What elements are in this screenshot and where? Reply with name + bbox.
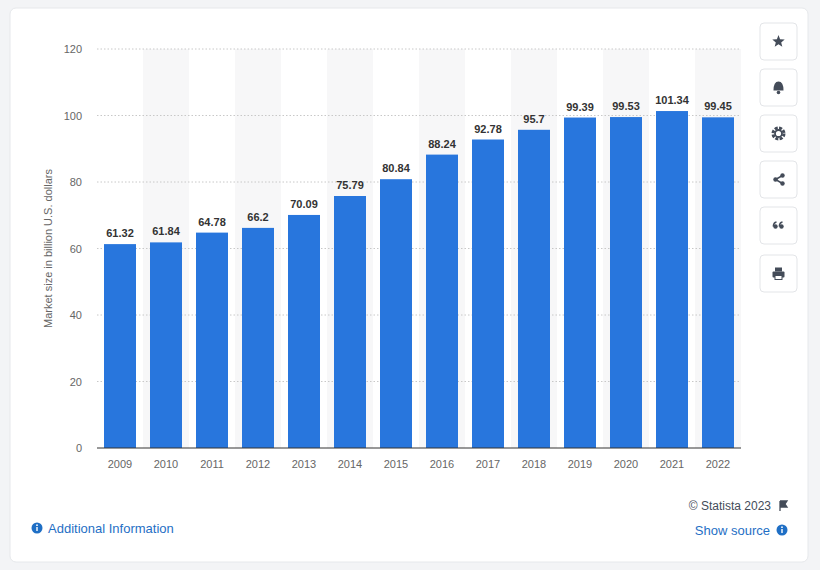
grid-line (97, 315, 741, 316)
card (10, 8, 808, 562)
data-label: 61.32 (106, 227, 134, 239)
bell-icon (774, 82, 784, 91)
data-label: 80.84 (382, 162, 410, 174)
bar (196, 233, 228, 448)
tool-button[interactable] (760, 207, 797, 244)
grid-line (97, 49, 741, 50)
data-label: 95.7 (523, 113, 544, 125)
copyright: © Statista 2023 (689, 499, 772, 513)
bar (702, 117, 734, 448)
y-tick-label: 20 (70, 376, 82, 388)
tool-button[interactable] (760, 255, 797, 292)
bar (242, 228, 274, 448)
data-label: 88.24 (428, 138, 456, 150)
info-icon (32, 523, 43, 534)
x-tick-label: 2009 (108, 458, 132, 470)
x-tick-label: 2020 (614, 458, 638, 470)
data-label: 92.78 (474, 123, 502, 135)
flag-icon (780, 501, 787, 511)
x-tick-label: 2016 (430, 458, 454, 470)
column-band (603, 49, 649, 448)
grid-line (97, 182, 741, 183)
share-icon (780, 181, 784, 185)
x-tick-label: 2022 (706, 458, 730, 470)
tool-button[interactable] (760, 115, 797, 152)
x-tick-label: 2010 (154, 458, 178, 470)
y-tick-label: 100 (64, 110, 82, 122)
print-icon (775, 268, 782, 272)
grid-line (97, 248, 741, 249)
x-tick-label: 2013 (292, 458, 316, 470)
grid-line (97, 381, 741, 382)
bar (610, 117, 642, 448)
data-label: 61.84 (152, 225, 180, 237)
y-tick-label: 0 (76, 442, 82, 454)
bar (518, 130, 550, 448)
share-icon (780, 173, 784, 177)
data-label: 70.09 (290, 198, 318, 210)
info-icon (36, 527, 37, 531)
x-tick-label: 2012 (246, 458, 270, 470)
print-icon (775, 276, 782, 280)
gear-icon (775, 130, 782, 137)
x-tick-label: 2011 (200, 458, 224, 470)
bar (656, 111, 688, 448)
bar (150, 242, 182, 448)
show-source-link[interactable]: Show source (695, 523, 770, 538)
bar (334, 196, 366, 448)
toolbar (760, 23, 797, 292)
additional-info-link[interactable]: Additional Information (48, 521, 174, 536)
y-tick-label: 60 (70, 243, 82, 255)
data-label: 99.53 (612, 100, 640, 112)
data-label: 64.78 (198, 216, 226, 228)
bar (380, 179, 412, 448)
column-band (327, 49, 373, 448)
y-tick-label: 120 (64, 43, 82, 55)
x-tick-label: 2017 (476, 458, 500, 470)
tool-button[interactable] (760, 69, 797, 106)
tool-button[interactable] (760, 23, 797, 60)
y-axis-label: Market size in billion U.S. dollars (42, 169, 54, 328)
grid-line (97, 115, 741, 116)
quote-icon (773, 222, 776, 227)
y-tick-label: 80 (70, 176, 82, 188)
bar (564, 118, 596, 448)
x-tick-label: 2021 (660, 458, 684, 470)
data-label: 99.45 (704, 100, 732, 112)
share-icon (773, 177, 777, 181)
x-tick-label: 2014 (338, 458, 362, 470)
data-label: 66.2 (247, 211, 268, 223)
gear-icon (773, 128, 784, 139)
chart-root: 0 20 40 60 80 100 120 Market size in billion U.… (0, 0, 820, 570)
y-tick-label: 40 (70, 309, 82, 321)
info-icon (781, 526, 783, 528)
quote-icon (779, 222, 782, 227)
x-axis-line (97, 448, 741, 449)
info-icon (36, 524, 38, 526)
data-label: 101.34 (655, 94, 690, 106)
data-label: 75.79 (336, 179, 364, 191)
bar (104, 244, 136, 448)
x-tick-label: 2019 (568, 458, 592, 470)
info-icon (781, 529, 782, 533)
tool-button[interactable] (760, 161, 797, 198)
data-label: 99.39 (566, 101, 594, 113)
bell-icon (777, 91, 781, 95)
x-tick-label: 2015 (384, 458, 408, 470)
bar (472, 140, 504, 448)
bars (104, 111, 734, 448)
bar (288, 215, 320, 448)
bar (426, 155, 458, 448)
info-icon (777, 525, 788, 536)
x-tick-label: 2018 (522, 458, 546, 470)
chart-svg: 0 20 40 60 80 100 120 Market size in billion U.… (0, 0, 820, 570)
star-icon (772, 35, 784, 47)
